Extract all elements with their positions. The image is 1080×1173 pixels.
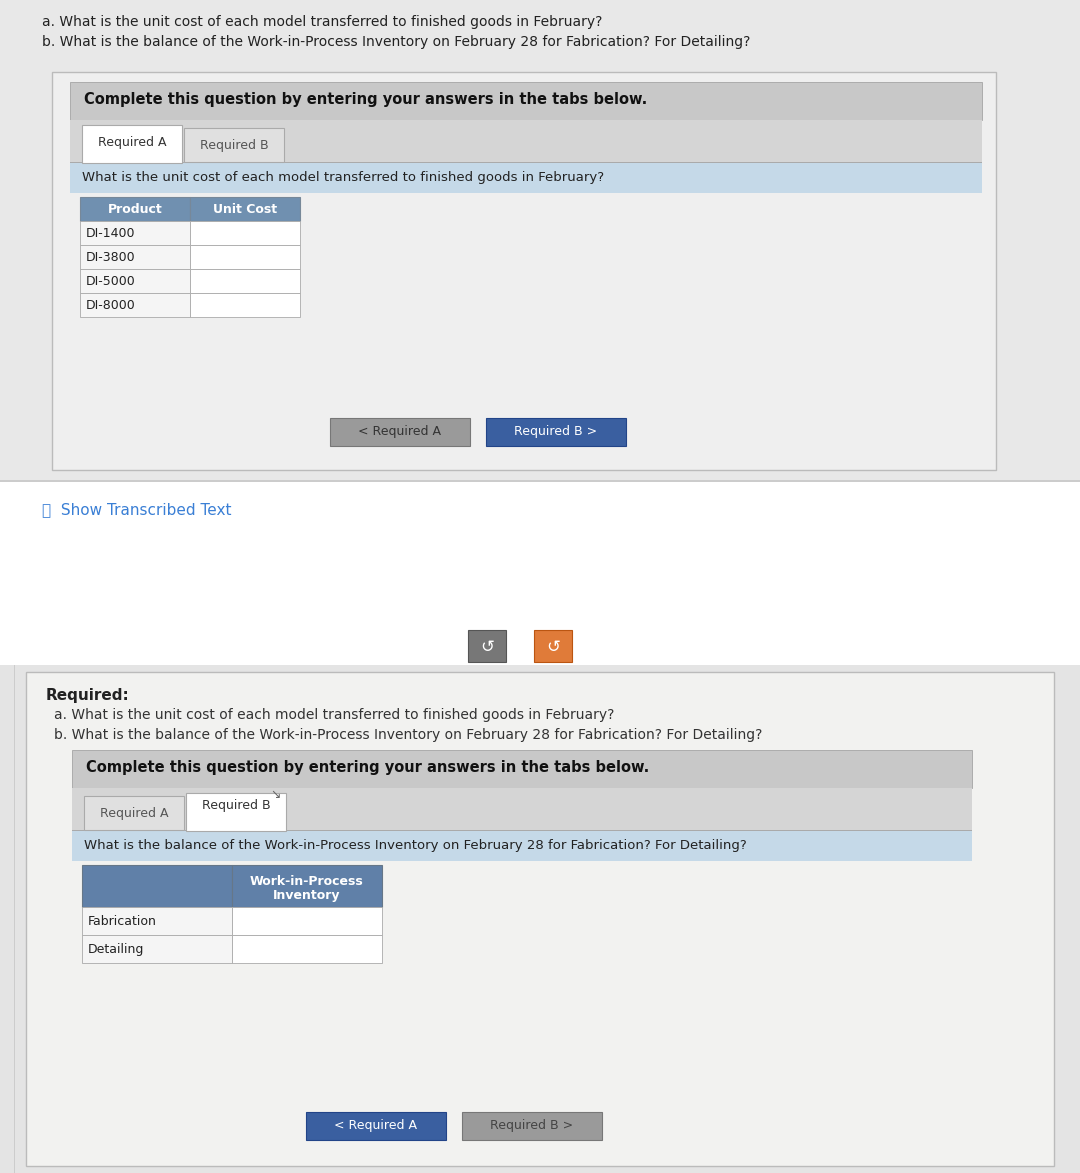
Text: Required B: Required B [202,799,270,812]
Bar [190,197,300,221]
Text: DI-5000: DI-5000 [86,274,136,289]
Bar [462,1112,602,1140]
Bar [232,935,382,963]
Bar [80,245,190,269]
Bar [0,0,1080,480]
Bar [72,788,972,830]
Bar [190,245,300,269]
Text: Work-in-Process: Work-in-Process [251,875,364,888]
Text: ↺: ↺ [481,638,494,656]
Bar [52,72,996,470]
Text: b. What is the balance of the Work-in-Process Inventory on February 28 for Fabri: b. What is the balance of the Work-in-Pr… [42,35,751,49]
Bar [26,672,1054,1166]
Text: ↘: ↘ [270,788,281,801]
Text: a. What is the unit cost of each model transferred to finished goods in February: a. What is the unit cost of each model t… [54,708,615,723]
Bar [80,221,190,245]
Bar [190,221,300,245]
Bar [80,269,190,293]
Bar [70,82,982,120]
Text: Detailing: Detailing [87,943,145,956]
Bar [232,865,382,907]
Text: < Required A: < Required A [335,1119,418,1132]
Bar [184,128,284,162]
Bar [0,480,1080,665]
Bar [80,293,190,317]
Bar [306,1112,446,1140]
Bar [534,630,572,662]
Bar [84,796,184,830]
Bar [186,793,286,830]
Text: What is the balance of the Work-in-Process Inventory on February 28 for Fabricat: What is the balance of the Work-in-Proce… [84,839,746,852]
Text: ↺: ↺ [546,638,559,656]
Bar [72,830,972,861]
Text: a. What is the unit cost of each model transferred to finished goods in February: a. What is the unit cost of each model t… [42,15,603,29]
Bar [82,935,232,963]
Bar [80,197,190,221]
Text: Product: Product [108,203,162,216]
Text: Unit Cost: Unit Cost [213,203,278,216]
Bar [468,630,507,662]
Bar [70,163,982,194]
Text: Required B >: Required B > [514,425,597,438]
Text: What is the unit cost of each model transferred to finished goods in February?: What is the unit cost of each model tran… [82,171,604,184]
Text: DI-3800: DI-3800 [86,251,136,264]
Bar [330,418,470,446]
Text: Required B: Required B [200,138,268,152]
Text: Inventory: Inventory [273,889,341,902]
Bar [190,269,300,293]
Bar [486,418,626,446]
Text: Required A: Required A [99,807,168,820]
Text: DI-1400: DI-1400 [86,228,135,240]
Text: ⓘ  Show Transcribed Text: ⓘ Show Transcribed Text [42,502,231,517]
Bar [82,907,232,935]
Text: DI-8000: DI-8000 [86,299,136,312]
Text: Required A: Required A [98,136,166,149]
Bar [232,907,382,935]
Bar [0,480,1080,481]
Bar [82,126,183,163]
Text: Fabrication: Fabrication [87,915,157,928]
Text: b. What is the balance of the Work-in-Process Inventory on February 28 for Fabri: b. What is the balance of the Work-in-Pr… [54,728,762,743]
Bar [72,750,972,788]
Bar [70,120,982,162]
Bar [0,665,1080,1173]
Text: Complete this question by entering your answers in the tabs below.: Complete this question by entering your … [86,760,649,775]
Text: Required:: Required: [46,689,130,703]
Text: Complete this question by entering your answers in the tabs below.: Complete this question by entering your … [84,91,647,107]
Bar [190,293,300,317]
Text: Required B >: Required B > [490,1119,573,1132]
Bar [82,865,232,907]
Text: < Required A: < Required A [359,425,442,438]
